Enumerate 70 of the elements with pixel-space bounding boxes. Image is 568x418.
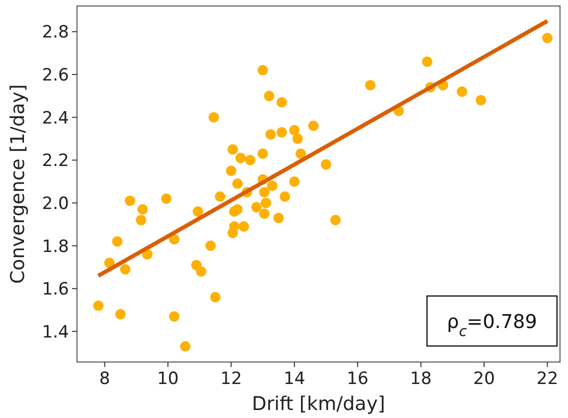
point xyxy=(289,124,300,136)
point xyxy=(258,65,268,76)
point xyxy=(244,154,256,166)
point xyxy=(229,221,240,232)
point xyxy=(542,32,553,44)
point xyxy=(112,236,123,247)
point xyxy=(180,341,190,352)
point xyxy=(238,221,249,232)
y-tick-label: 2.6 xyxy=(42,66,69,86)
point xyxy=(264,90,274,102)
point xyxy=(258,148,268,159)
point xyxy=(251,202,262,212)
point xyxy=(205,240,216,251)
y-tick-label: 2.2 xyxy=(42,151,69,172)
point xyxy=(93,300,104,311)
point xyxy=(280,191,290,202)
point xyxy=(228,144,238,155)
point xyxy=(136,214,146,226)
point xyxy=(320,159,332,170)
point xyxy=(196,266,206,277)
point xyxy=(292,134,303,144)
point xyxy=(296,148,306,159)
x-tick-label: 20 xyxy=(473,369,495,389)
point xyxy=(235,152,246,164)
point xyxy=(259,208,270,219)
point xyxy=(265,129,276,140)
point xyxy=(330,214,341,226)
point xyxy=(226,166,236,176)
x-tick-label: 12 xyxy=(220,369,242,389)
point xyxy=(308,120,319,132)
point xyxy=(273,212,284,224)
point xyxy=(214,191,226,202)
y-tick-label: 2.4 xyxy=(42,108,69,128)
y-tick-label: 1.8 xyxy=(42,236,69,257)
x-axis-title: Drift [km/day] xyxy=(252,393,386,415)
point xyxy=(210,292,221,302)
x-tick-label: 18 xyxy=(410,369,432,389)
point xyxy=(422,56,432,67)
point xyxy=(456,86,468,97)
point xyxy=(365,80,376,90)
y-tick-label: 2.0 xyxy=(42,194,69,214)
point xyxy=(161,193,172,204)
y-tick-label: 2.8 xyxy=(42,22,69,43)
point xyxy=(276,127,287,138)
point xyxy=(120,264,130,275)
point xyxy=(232,178,243,189)
point xyxy=(260,198,272,208)
point xyxy=(137,204,148,215)
x-tick-label: 16 xyxy=(346,369,368,389)
x-tick-label: 22 xyxy=(536,369,558,389)
point xyxy=(169,311,180,322)
point xyxy=(276,97,287,108)
point xyxy=(267,180,278,192)
point xyxy=(289,176,300,187)
point xyxy=(104,258,115,268)
point xyxy=(232,204,243,215)
x-tick-label: 14 xyxy=(284,369,306,389)
x-tick-label: 10 xyxy=(157,369,179,389)
y-axis-title: Convergence [1/day] xyxy=(7,84,29,284)
point xyxy=(259,187,270,198)
y-tick-label: 1.6 xyxy=(42,280,69,300)
point xyxy=(169,234,180,245)
point xyxy=(192,206,204,217)
annotation: ρ$_{c}$=0.789 xyxy=(446,311,538,340)
x-tick-label: 8 xyxy=(99,369,110,389)
point xyxy=(115,309,126,320)
point xyxy=(208,112,219,123)
y-tick-label: 1.4 xyxy=(42,322,69,342)
point xyxy=(476,94,486,106)
point xyxy=(124,196,136,206)
